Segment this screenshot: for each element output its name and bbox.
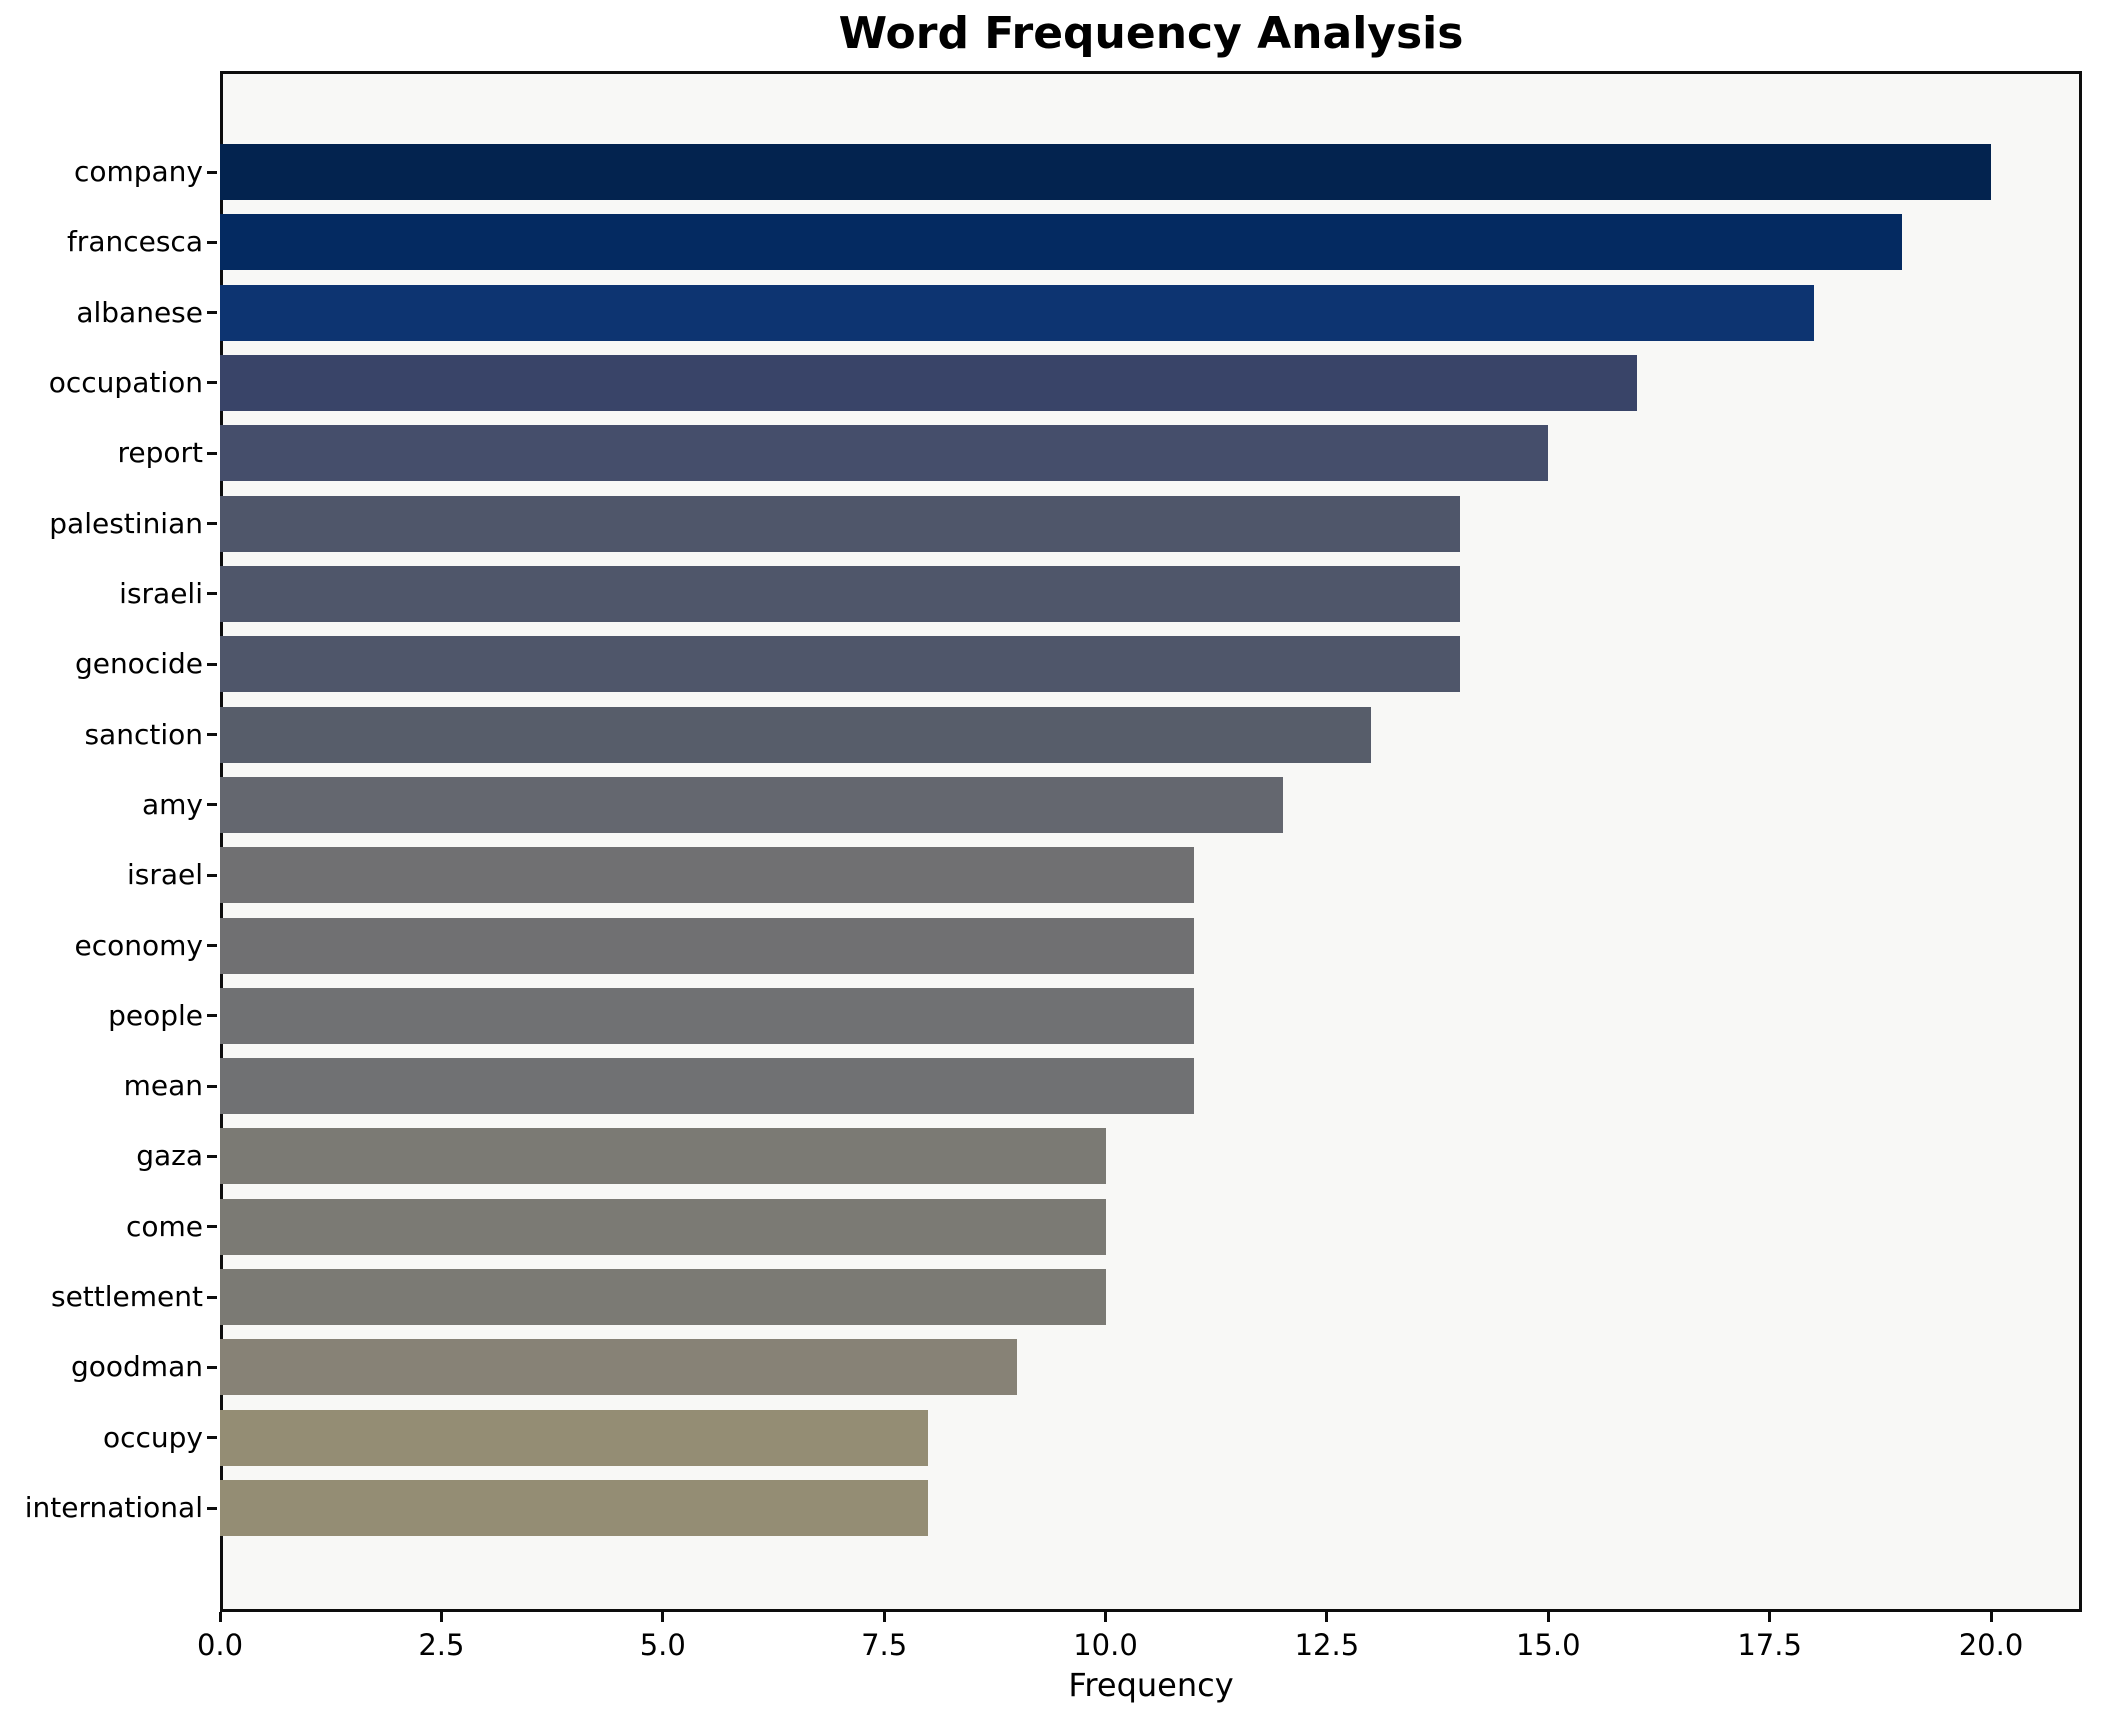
- ytick-mark: [207, 240, 217, 244]
- chart-title: Word Frequency Analysis: [838, 8, 1464, 59]
- xtick-mark: [1325, 1612, 1329, 1622]
- ytick-mark: [207, 1225, 217, 1229]
- ytick-label-international: international: [24, 1491, 203, 1525]
- ytick-label-occupy: occupy: [102, 1420, 203, 1454]
- ytick-label-gaza: gaza: [136, 1139, 203, 1173]
- bar-company: [220, 144, 1991, 200]
- ytick-label-israel: israel: [126, 858, 203, 892]
- xtick-mark: [882, 1612, 886, 1622]
- ytick-label-sanction: sanction: [84, 717, 203, 751]
- ytick-mark: [207, 311, 217, 315]
- ytick-mark: [207, 803, 217, 807]
- xtick-label-5.0: 5.0: [639, 1628, 686, 1662]
- bar-gaza: [220, 1128, 1106, 1185]
- ytick-mark: [207, 381, 217, 385]
- ytick-mark: [207, 1506, 217, 1510]
- ytick-label-settlement: settlement: [50, 1280, 203, 1314]
- ytick-label-people: people: [108, 998, 203, 1032]
- xtick-mark: [1989, 1612, 1993, 1622]
- ytick-label-economy: economy: [74, 928, 203, 962]
- xtick-label-0.0: 0.0: [196, 1628, 244, 1662]
- xtick-mark: [439, 1612, 443, 1622]
- xtick-label-10.0: 10.0: [1073, 1628, 1138, 1662]
- bar-people: [220, 987, 1195, 1044]
- ytick-label-palestinian: palestinian: [49, 506, 203, 540]
- ytick-label-goodman: goodman: [71, 1350, 203, 1384]
- ytick-mark: [207, 451, 217, 455]
- ytick-mark: [207, 1084, 217, 1088]
- ytick-label-report: report: [117, 436, 203, 470]
- ytick-mark: [207, 1365, 217, 1369]
- bar-sanction: [220, 706, 1372, 763]
- ytick-mark: [207, 1154, 217, 1158]
- xtick-mark: [1546, 1612, 1550, 1622]
- ytick-mark: [207, 1436, 217, 1440]
- xtick-mark: [1104, 1612, 1107, 1622]
- bar-come: [220, 1198, 1106, 1255]
- ytick-mark: [207, 522, 217, 526]
- bar-occupation: [220, 354, 1637, 411]
- xtick-label-20.0: 20.0: [1958, 1628, 2024, 1662]
- bar-palestinian: [220, 495, 1460, 552]
- xtick-label-15.0: 15.0: [1515, 1628, 1581, 1662]
- bar-amy: [220, 776, 1283, 833]
- xtick-label-17.5: 17.5: [1737, 1628, 1802, 1662]
- bar-international: [220, 1480, 929, 1537]
- bar-genocide: [220, 636, 1460, 693]
- bar-settlement: [220, 1269, 1106, 1326]
- x-axis-label: Frequency: [1068, 1666, 1234, 1704]
- ytick-mark: [207, 733, 217, 737]
- bar-occupy: [220, 1409, 929, 1466]
- ytick-mark: [207, 1295, 217, 1299]
- bar-albanese: [220, 284, 1814, 341]
- xtick-label-12.5: 12.5: [1294, 1628, 1360, 1662]
- ytick-label-come: come: [125, 1209, 203, 1243]
- ytick-label-israeli: israeli: [119, 576, 203, 610]
- ytick-label-amy: amy: [141, 787, 203, 821]
- bar-economy: [220, 917, 1195, 974]
- ytick-mark: [207, 873, 217, 877]
- ytick-mark: [207, 592, 217, 596]
- bar-report: [220, 425, 1549, 482]
- ytick-label-francesca: francesca: [66, 225, 203, 259]
- bar-goodman: [220, 1339, 1017, 1396]
- xtick-mark: [1768, 1612, 1772, 1622]
- xtick-label-2.5: 2.5: [418, 1628, 465, 1662]
- ytick-label-genocide: genocide: [74, 647, 203, 681]
- bar-israel: [220, 847, 1195, 904]
- xtick-mark: [661, 1612, 665, 1622]
- bar-mean: [220, 1058, 1195, 1115]
- bar-israeli: [220, 565, 1460, 622]
- ytick-mark: [207, 944, 217, 948]
- ytick-label-albanese: albanese: [76, 295, 203, 329]
- xtick-mark: [218, 1612, 222, 1622]
- ytick-mark: [207, 170, 217, 174]
- ytick-label-company: company: [73, 155, 203, 188]
- xtick-label-7.5: 7.5: [861, 1628, 908, 1662]
- bar-francesca: [220, 214, 1903, 271]
- ytick-mark: [207, 1014, 217, 1018]
- ytick-label-occupation: occupation: [48, 365, 203, 399]
- ytick-mark: [207, 662, 217, 666]
- ytick-label-mean: mean: [123, 1069, 203, 1103]
